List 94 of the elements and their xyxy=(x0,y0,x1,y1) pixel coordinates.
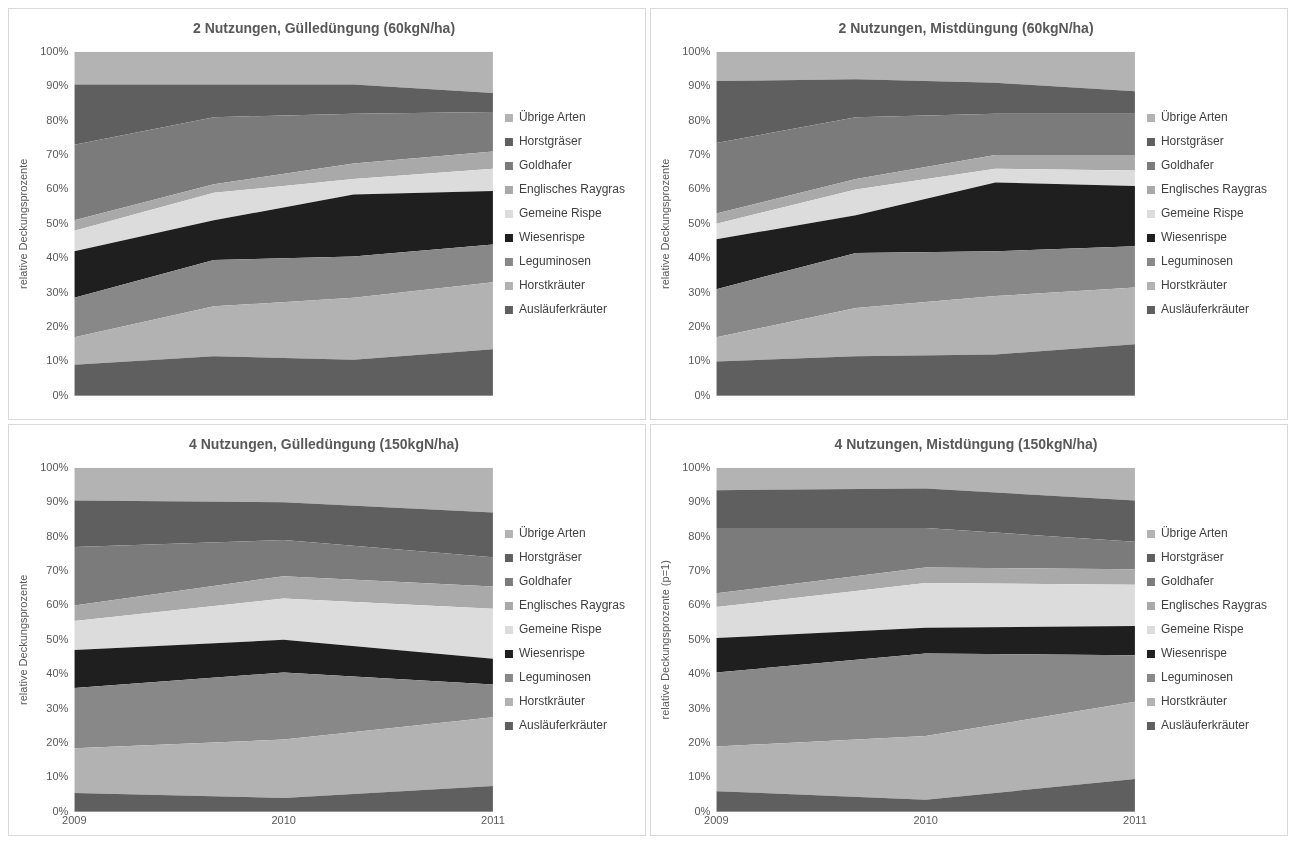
y-tick-label: 90% xyxy=(46,495,69,508)
legend-label: Wiesenrispe xyxy=(1160,646,1228,661)
legend-label: Horstkräuter xyxy=(1160,694,1227,709)
y-axis-title: relative Deckungsprozente xyxy=(16,158,29,289)
y-tick-label: 30% xyxy=(688,285,711,298)
y-tick-label: 80% xyxy=(688,529,711,542)
y-tick-label: 100% xyxy=(40,460,69,473)
legend-label: Übrige Arten xyxy=(1160,110,1228,125)
legend-label: Englisches Raygras xyxy=(1160,598,1268,613)
x-tick-label: 2010 xyxy=(271,814,296,827)
y-tick-label: 80% xyxy=(46,529,69,542)
legend-label: Wiesenrispe xyxy=(518,230,586,245)
legend-label: Goldhafer xyxy=(1160,574,1214,589)
y-tick-label: 100% xyxy=(682,44,711,57)
y-tick-label: 60% xyxy=(688,598,711,611)
legend-label: Ausläuferkräuter xyxy=(1160,302,1249,317)
chart-title: 2 Nutzungen, Mistdüngung (60kgN/ha) xyxy=(838,20,1094,37)
y-tick-label: 10% xyxy=(46,354,69,367)
y-tick-label: 50% xyxy=(46,216,69,229)
legend-label: Gemeine Rispe xyxy=(1160,206,1244,221)
legend-label: Englisches Raygras xyxy=(1160,182,1268,197)
legend-label: Leguminosen xyxy=(518,670,592,685)
legend-label: Leguminosen xyxy=(518,254,592,269)
legend-label: Gemeine Rispe xyxy=(518,206,602,221)
y-tick-label: 90% xyxy=(688,79,711,92)
y-tick-label: 0% xyxy=(694,388,711,401)
y-axis-title: relative Deckungsprozente xyxy=(16,574,29,705)
y-tick-label: 20% xyxy=(688,736,711,749)
legend-label: Goldhafer xyxy=(518,574,572,589)
x-tick-label: 2009 xyxy=(62,814,87,827)
legend-label: Goldhafer xyxy=(1160,158,1214,173)
y-tick-label: 30% xyxy=(46,701,69,714)
y-tick-label: 30% xyxy=(46,285,69,298)
y-tick-label: 50% xyxy=(46,632,69,645)
y-tick-label: 0% xyxy=(52,388,69,401)
y-axis-title: relative Deckungsprozente xyxy=(658,158,671,289)
y-tick-label: 50% xyxy=(688,632,711,645)
legend-label: Ausläuferkräuter xyxy=(518,302,607,317)
legend-label: Übrige Arten xyxy=(1160,526,1228,541)
x-tick-label: 2011 xyxy=(481,814,505,827)
y-tick-label: 80% xyxy=(688,113,711,126)
legend-label: Ausläuferkräuter xyxy=(518,718,607,733)
y-tick-label: 50% xyxy=(688,216,711,229)
legend-label: Horstkräuter xyxy=(1160,278,1227,293)
y-tick-label: 40% xyxy=(46,251,69,264)
y-tick-label: 0% xyxy=(52,804,69,817)
legend-label: Wiesenrispe xyxy=(518,646,586,661)
y-tick-label: 80% xyxy=(46,113,69,126)
legend-label: Gemeine Rispe xyxy=(1160,622,1244,637)
legend-label: Übrige Arten xyxy=(518,526,586,541)
legend-label: Gemeine Rispe xyxy=(518,622,602,637)
y-tick-label: 20% xyxy=(688,320,711,333)
y-tick-label: 40% xyxy=(46,667,69,680)
legend-label: Englisches Raygras xyxy=(518,598,626,613)
x-tick-label: 2009 xyxy=(704,814,729,827)
y-tick-label: 40% xyxy=(688,667,711,680)
chart-title: 2 Nutzungen, Gülledüngung (60kgN/ha) xyxy=(192,20,456,37)
y-tick-label: 0% xyxy=(694,804,711,817)
chart-title: 4 Nutzungen, Gülledüngung (150kgN/ha) xyxy=(189,436,459,453)
legend-label: Leguminosen xyxy=(1160,254,1234,269)
x-tick-label: 2010 xyxy=(913,814,938,827)
legend-label: Horstgräser xyxy=(518,550,582,565)
legend-label: Leguminosen xyxy=(1160,670,1234,685)
legend-label: Horstkräuter xyxy=(518,694,585,709)
y-tick-label: 10% xyxy=(688,354,711,367)
legend-label: Horstgräser xyxy=(1160,550,1224,565)
y-tick-label: 30% xyxy=(688,701,711,714)
legend-label: Horstkräuter xyxy=(518,278,585,293)
y-tick-label: 10% xyxy=(688,770,711,783)
y-tick-label: 20% xyxy=(46,320,69,333)
legend-label: Übrige Arten xyxy=(518,110,586,125)
legend-label: Ausläuferkräuter xyxy=(1160,718,1249,733)
y-tick-label: 20% xyxy=(46,736,69,749)
legend-label: Horstgräser xyxy=(518,134,582,149)
y-tick-label: 90% xyxy=(46,79,69,92)
y-tick-label: 100% xyxy=(40,44,69,57)
y-tick-label: 60% xyxy=(46,598,69,611)
y-tick-label: 70% xyxy=(688,148,711,161)
y-tick-label: 70% xyxy=(46,148,69,161)
legend-label: Horstgräser xyxy=(1160,134,1224,149)
y-tick-label: 70% xyxy=(46,564,69,577)
y-tick-label: 70% xyxy=(688,564,711,577)
y-tick-label: 40% xyxy=(688,251,711,264)
chart-title: 4 Nutzungen, Mistdüngung (150kgN/ha) xyxy=(834,436,1098,453)
y-tick-label: 60% xyxy=(688,182,711,195)
y-axis-title: relative Deckungsprozente (p=1) xyxy=(658,560,671,720)
legend-label: Goldhafer xyxy=(518,158,572,173)
y-tick-label: 10% xyxy=(46,770,69,783)
legend-label: Englisches Raygras xyxy=(518,182,626,197)
legend-label: Wiesenrispe xyxy=(1160,230,1228,245)
y-tick-label: 90% xyxy=(688,495,711,508)
y-tick-label: 100% xyxy=(682,460,711,473)
y-tick-label: 60% xyxy=(46,182,69,195)
x-tick-label: 2011 xyxy=(1123,814,1147,827)
